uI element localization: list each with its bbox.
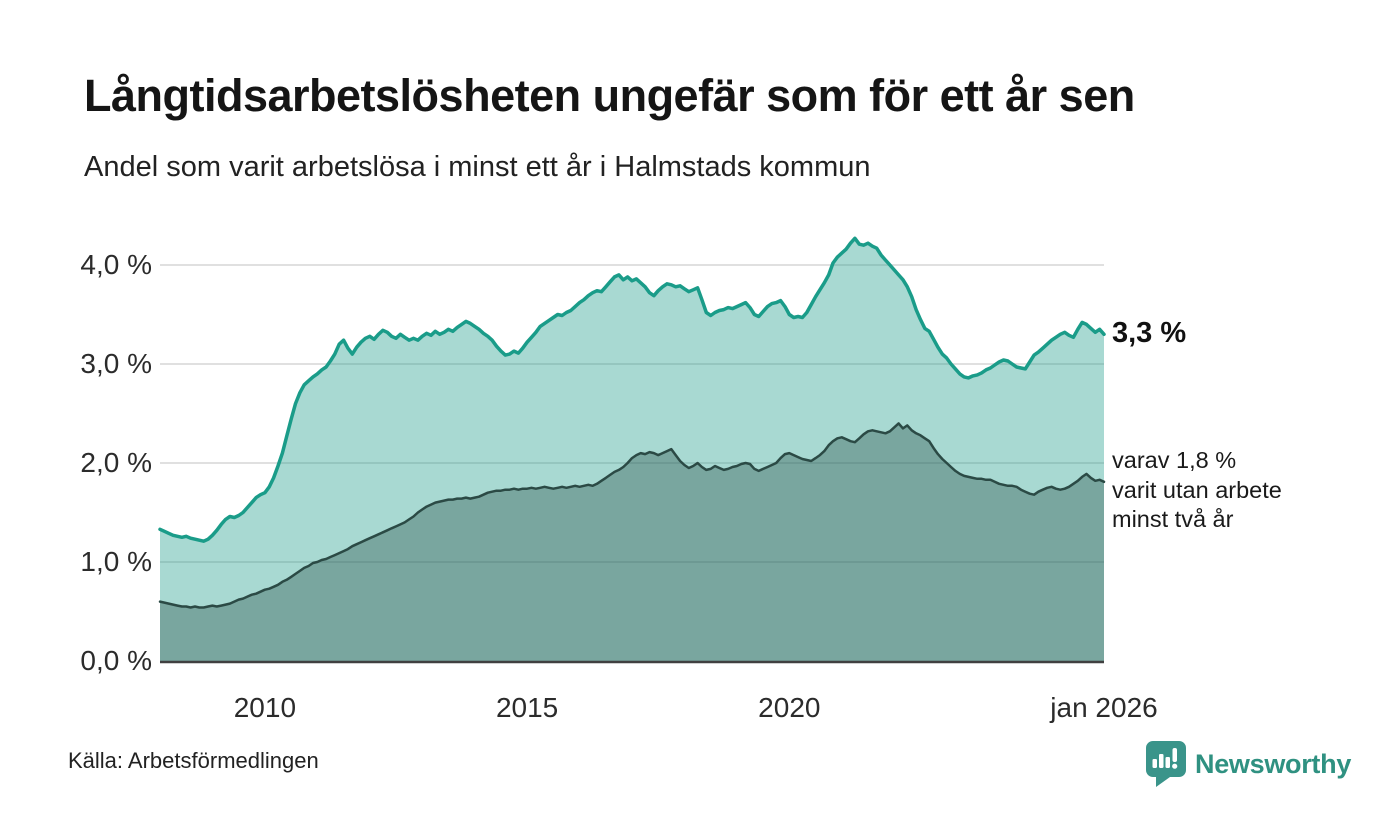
x-axis-tick-label: jan 2026 — [1050, 692, 1158, 723]
secondary-annotation-line: varav 1,8 % — [1112, 447, 1237, 473]
brand-logo: Newsworthy — [1144, 740, 1351, 788]
source-attribution: Källa: Arbetsförmedlingen — [68, 748, 319, 773]
secondary-annotation: varav 1,8 % varit utan arbete minst två … — [1112, 446, 1282, 535]
y-axis-tick-label: 3,0 % — [80, 348, 152, 379]
y-axis-tick-label: 4,0 % — [80, 249, 152, 280]
page-title: Långtidsarbetslösheten ungefär som för e… — [84, 70, 1135, 121]
y-axis-tick-label: 2,0 % — [80, 447, 152, 478]
brand-name: Newsworthy — [1195, 749, 1352, 779]
y-axis-tick-label: 0,0 % — [80, 645, 152, 676]
secondary-annotation-line: minst två år — [1112, 506, 1234, 532]
latest-value-label: 3,3 % — [1112, 317, 1187, 349]
x-axis-tick-label: 2015 — [495, 692, 559, 723]
x-axis-tick-label: 2010 — [233, 692, 297, 723]
x-axis-tick-label: 2020 — [758, 692, 821, 723]
newsworthy-bubble-barchart-icon — [1146, 741, 1186, 787]
secondary-annotation-line: varit utan arbete — [1112, 476, 1282, 503]
chart-subtitle: Andel som varit arbetslösa i minst ett å… — [84, 151, 871, 183]
y-axis-tick-label: 1,0 % — [80, 546, 152, 577]
